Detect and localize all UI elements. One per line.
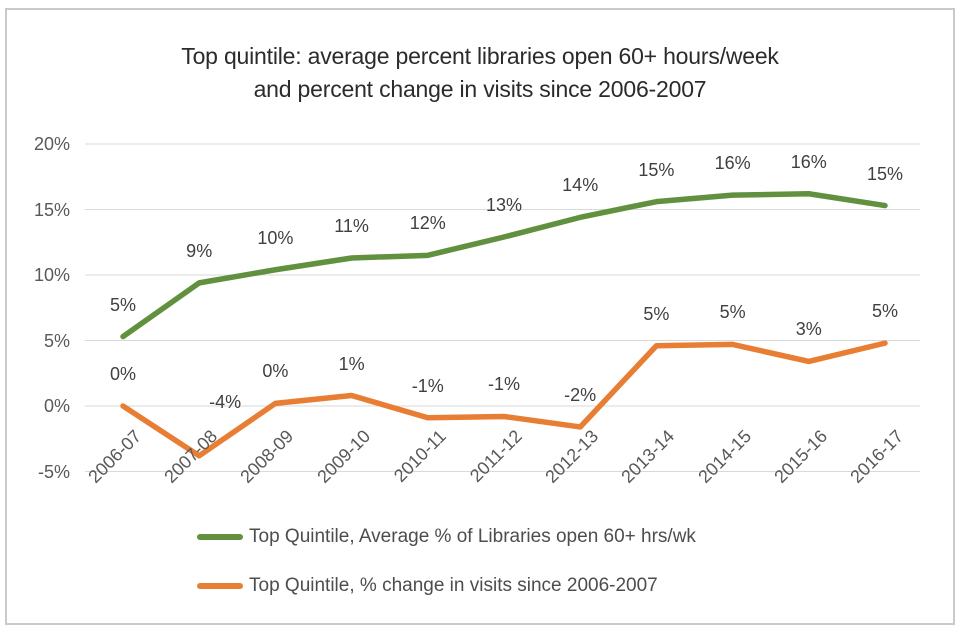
chart-frame <box>5 8 955 625</box>
y-axis-tick-label: 15% <box>33 199 70 220</box>
data-label-series-0: 10% <box>257 227 294 248</box>
data-label-series-0: 5% <box>109 294 137 315</box>
y-axis-tick-label: 20% <box>33 134 70 154</box>
legend-label-visit-change: Top Quintile, % change in visits since 2… <box>249 575 658 596</box>
data-label-series-0: 15% <box>638 159 675 180</box>
data-label-series-1: -2% <box>564 384 597 405</box>
data-label-series-0: 9% <box>186 240 213 261</box>
legend-item-visit-change: Top Quintile, % change in visits since 2… <box>197 573 658 599</box>
legend-swatch-orange-line <box>197 583 243 589</box>
legend-swatch-green-line <box>197 534 243 540</box>
legend-item-open-hours: Top Quintile, Average % of Libraries ope… <box>197 524 696 550</box>
y-axis-tick-label: 5% <box>43 330 70 351</box>
chart-title-line2: and percent change in visits since 2006-… <box>253 76 707 102</box>
data-label-series-1: 5% <box>719 302 746 323</box>
series-line-0 <box>120 191 888 340</box>
legend-label-open-hours: Top Quintile, Average % of Libraries ope… <box>249 526 696 547</box>
data-label-series-0: 13% <box>485 195 523 215</box>
data-label-series-0: 15% <box>866 163 904 184</box>
data-label-series-0: 16% <box>790 151 827 172</box>
data-label-series-1: 5% <box>871 301 899 322</box>
y-axis-tick-label: 0% <box>43 396 70 416</box>
data-label-series-1: -4% <box>209 391 242 412</box>
series-line-1 <box>120 340 888 459</box>
chart-title-line1: Top quintile: average percent libraries … <box>181 43 779 69</box>
data-label-series-1: 3% <box>795 319 822 340</box>
data-label-series-0: 14% <box>562 175 599 196</box>
data-label-series-0: 12% <box>409 213 446 234</box>
data-label-series-1: -1% <box>411 375 444 396</box>
data-label-series-1: 5% <box>643 303 670 324</box>
data-label-series-1: 1% <box>338 353 365 374</box>
data-label-series-1: 0% <box>262 361 289 382</box>
data-label-series-0: 11% <box>334 215 369 236</box>
data-label-series-1: -1% <box>487 374 521 395</box>
chart-title: Top quintile: average percent libraries … <box>0 40 960 106</box>
y-axis-tick-label: -5% <box>37 461 70 482</box>
data-label-series-1: 0% <box>109 364 137 384</box>
y-axis-tick-label: 10% <box>33 265 70 285</box>
data-label-series-0: 16% <box>714 153 751 174</box>
